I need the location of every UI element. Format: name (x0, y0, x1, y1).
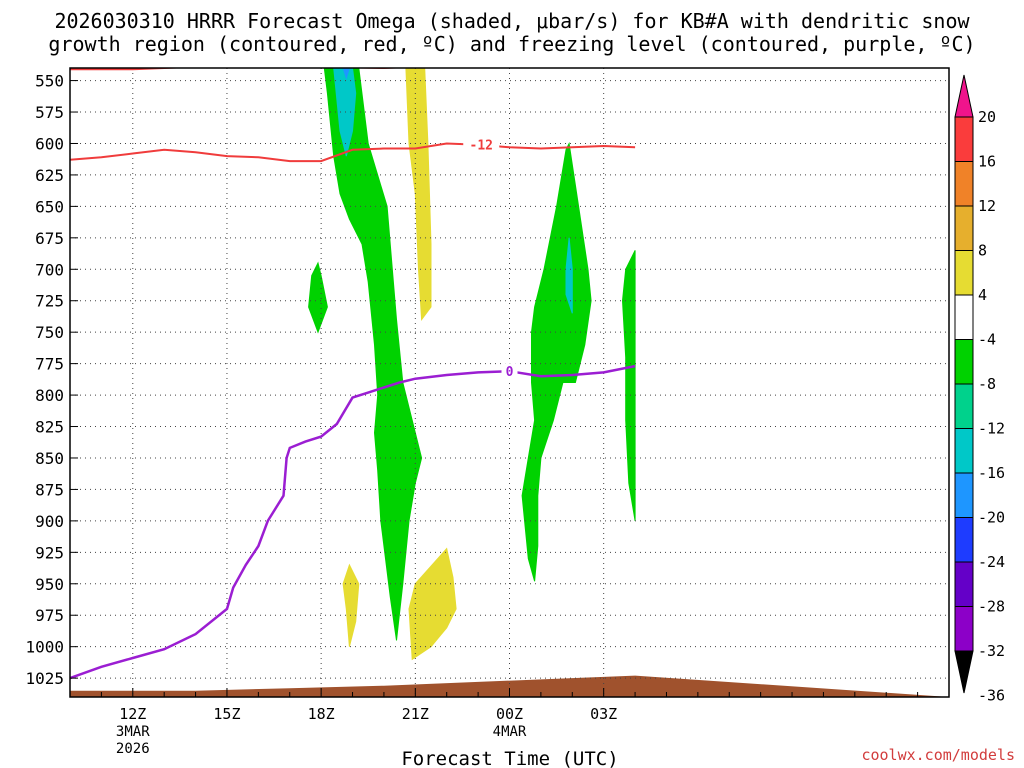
colorbar-top-arrow (954, 74, 974, 118)
freezing-level-contour (70, 364, 636, 680)
y-tick-label-875: 875 (35, 480, 64, 499)
colorbar-box-9 (954, 517, 974, 563)
y-tick-label-675: 675 (35, 229, 64, 248)
omega-area-6 (408, 547, 457, 661)
colorbar-label--4: -4 (978, 331, 996, 349)
y-tick-label-600: 600 (35, 134, 64, 153)
colorbar-label-8: 8 (978, 242, 987, 260)
omega-shading-layer (308, 68, 636, 661)
y-tick-label-775: 775 (35, 355, 64, 374)
freezing-label-bg (501, 363, 518, 380)
y-tick-label-700: 700 (35, 260, 64, 279)
colorbar-label--16: -16 (978, 464, 1005, 482)
dendritic-contour-0 (70, 142, 636, 163)
colorbar-box-3 (954, 250, 974, 296)
terrain-layer (70, 675, 949, 697)
colorbar-label-16: 16 (978, 153, 996, 171)
y-tick-label-975: 975 (35, 606, 64, 625)
colorbar-bottom-arrow (954, 650, 974, 694)
y-axis: 550 575 600 625 650 675 700 725 750 775 800 825 850 8… (25, 72, 78, 688)
y-tick-label-950: 950 (35, 575, 64, 594)
y-tick-label-650: 650 (35, 197, 64, 216)
y-tick-label-1025: 1025 (25, 669, 64, 688)
x-tick-label-03Z: 03Z (590, 705, 617, 723)
colorbar-box-7 (954, 428, 974, 474)
colorbar-label--8: -8 (978, 375, 996, 393)
colorbar-label--24: -24 (978, 553, 1005, 571)
dendritic-contour-label-0: -12 (470, 139, 493, 154)
plot-area (70, 68, 949, 697)
freezing-level-label: 0 (506, 365, 514, 380)
colorbar-box-2 (954, 205, 974, 251)
colorbar-box-4 (954, 294, 974, 340)
colorbar-label-4: 4 (978, 286, 987, 304)
x-tick-sublabel-12Z-1: 2026 (116, 741, 150, 757)
x-tick-label-18Z: 18Z (308, 705, 335, 723)
colorbar-label-20: 20 (978, 108, 996, 126)
colorbar-label--36: -36 (978, 687, 1005, 705)
chart-title-line-2: growth region (contoured, red, ºC) and f… (48, 32, 975, 56)
colorbar-label--28: -28 (978, 598, 1005, 616)
omega-area-5 (342, 563, 360, 647)
omega-area-2 (342, 68, 350, 80)
omega-area-4 (308, 261, 328, 334)
colorbar-box-11 (954, 606, 974, 652)
credit-text: coolwx.com/models (861, 746, 1015, 764)
terrain-fill (70, 675, 949, 697)
y-tick-label-850: 850 (35, 449, 64, 468)
x-tick-sublabel-00Z-0: 4MAR (493, 724, 527, 740)
chart-title-line-1: 2026030310 HRRR Forecast Omega (shaded, … (54, 9, 970, 33)
colorbar-label--12: -12 (978, 420, 1005, 438)
x-tick-label-21Z: 21Z (402, 705, 429, 723)
colorbar-box-8 (954, 472, 974, 518)
colorbar-box-6 (954, 383, 974, 429)
y-tick-label-825: 825 (35, 418, 64, 437)
x-axis-label: Forecast Time (UTC) (401, 748, 618, 768)
y-tick-label-800: 800 (35, 386, 64, 405)
y-tick-label-900: 900 (35, 512, 64, 531)
x-tick-label-15Z: 15Z (213, 705, 240, 723)
y-tick-label-925: 925 (35, 543, 64, 562)
dendritic-label-bg-0 (463, 136, 500, 153)
omega-area-7 (521, 141, 592, 582)
colorbar-box-1 (954, 161, 974, 207)
x-tick-label-00Z: 00Z (496, 705, 523, 723)
omega-area-3 (405, 68, 432, 321)
colorbar-label--32: -32 (978, 642, 1005, 660)
y-tick-label-575: 575 (35, 103, 64, 122)
y-tick-label-750: 750 (35, 323, 64, 342)
colorbar-box-10 (954, 561, 974, 607)
omega-area-1 (333, 68, 357, 157)
colorbar-box-0 (954, 116, 974, 162)
colorbar-label--20: -20 (978, 509, 1005, 527)
omega-area-9 (621, 250, 636, 521)
y-tick-label-1000: 1000 (25, 638, 64, 657)
colorbar: 20 16 12 8 4 -4 -8 -12 -16 -20 -24 -28 -32 -36 (954, 74, 1005, 705)
colorbar-box-5 (954, 339, 974, 385)
omega-area-8 (565, 237, 573, 314)
y-tick-label-550: 550 (35, 72, 64, 91)
y-tick-label-725: 725 (35, 292, 64, 311)
colorbar-label-12: 12 (978, 197, 996, 215)
x-tick-label-12Z: 12Z (119, 705, 146, 723)
y-tick-label-625: 625 (35, 166, 64, 185)
x-tick-sublabel-12Z-0: 3MAR (116, 724, 150, 740)
